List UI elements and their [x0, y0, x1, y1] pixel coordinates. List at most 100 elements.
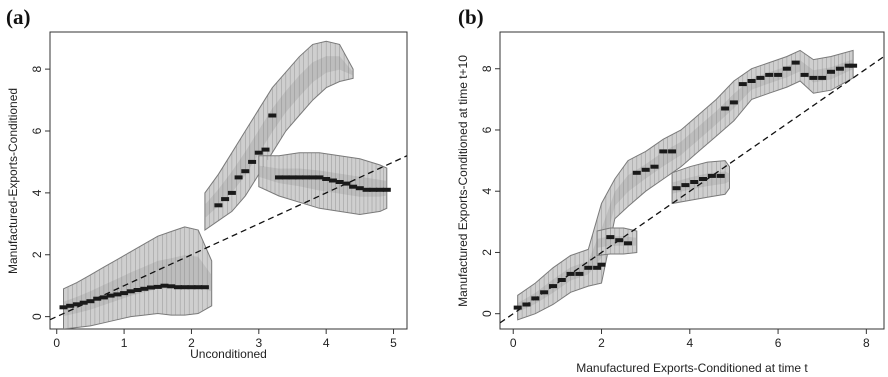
panel-b-x-tick-label: 4 — [686, 336, 693, 350]
panel-b-data-point — [844, 63, 853, 68]
panel-b-data-point — [827, 69, 835, 74]
panel-b-data-point — [716, 173, 725, 178]
panel-b-data-point — [765, 72, 774, 77]
panel-a-data-point — [382, 187, 391, 192]
panel-a-y-tick-label: 6 — [30, 127, 44, 134]
panel-b-data-point — [707, 173, 716, 178]
panel-a-letter: (a) — [6, 5, 31, 29]
panel-b-data-point — [747, 79, 756, 83]
panel-b-data-point — [791, 60, 800, 65]
panel-b-reference-line — [500, 55, 884, 324]
panel-b-y-tick-label: 2 — [480, 249, 494, 256]
panel-b-x-tick-label: 8 — [863, 336, 870, 350]
panel-a-x-tick-label: 1 — [121, 336, 128, 350]
panel-a-data-point — [126, 289, 135, 294]
panel-a-data-point — [302, 175, 310, 180]
panel-a-data-point — [133, 288, 142, 292]
panel-b-data-point — [632, 170, 641, 175]
panel-b-data-point — [566, 271, 575, 276]
panel-b-y-axis-label: Manufactured Exports-Conditioned at time… — [456, 55, 470, 307]
panel-a-data-point — [248, 159, 257, 164]
panel-a-data-point — [194, 285, 203, 290]
panel-a-data-point — [160, 283, 169, 288]
panel-a-data-point — [288, 175, 297, 180]
panel-a-data-point — [79, 300, 88, 305]
panel-a-data-point — [174, 285, 182, 290]
panel-b-data-point — [549, 284, 557, 289]
panel-a-x-tick-label: 0 — [53, 336, 60, 350]
panel-b-data-point — [584, 265, 593, 270]
panel-a-clipped — [50, 40, 407, 329]
panel-a-data-point — [281, 175, 290, 180]
panel-a-y-tick-label: 2 — [30, 251, 44, 258]
panel-a-band-core-2 — [258, 165, 387, 197]
panel-a-data-point — [349, 184, 358, 189]
panel-a-data-point — [322, 177, 331, 181]
panel-b-data-point — [593, 265, 602, 270]
panel-a-data-point — [153, 284, 162, 289]
panel-a-data-point — [275, 175, 283, 180]
panel-b-x-tick-label: 6 — [775, 336, 782, 350]
panel-b-data-point — [540, 290, 549, 295]
panel-a-data-point — [140, 286, 149, 291]
panel-a-data-point — [180, 285, 189, 290]
panel-a-band-core-0 — [63, 255, 212, 317]
panel-a-y-axis-label: Manufactured-Exports-Conditioned — [6, 88, 20, 274]
panel-a-y-tick-label: 0 — [30, 313, 44, 320]
panel-a-data-point — [362, 187, 371, 192]
panel-b-x-tick-label: 0 — [510, 336, 517, 350]
panel-b-data-point — [668, 149, 677, 154]
panel-b-y-tick-label: 6 — [480, 126, 494, 133]
panel-b-data-point — [835, 66, 844, 71]
panel-b-data-point — [738, 82, 747, 87]
panel-a-data-point — [261, 147, 270, 152]
panel-b-data-point — [650, 164, 659, 169]
panel-b-frame — [499, 31, 885, 330]
panel-a-data-point — [66, 303, 75, 308]
panel-a-x-axis-label: Unconditioned — [190, 347, 267, 361]
panel-b-data-point — [659, 149, 668, 154]
panel-a-data-point — [369, 187, 378, 192]
panel-b-data-point — [624, 241, 632, 246]
panel-b-data-point — [681, 183, 690, 188]
panel-b-data-point — [818, 75, 827, 80]
panel-b-plot-area — [500, 49, 884, 324]
panel-b-data-point — [672, 186, 681, 191]
panel-a-data-point — [200, 285, 209, 290]
panel-b-y-tick-label: 4 — [480, 188, 494, 195]
panel-a-data-point — [59, 305, 68, 310]
panel-a-data-point — [328, 178, 337, 183]
panel-b-data-point — [606, 235, 615, 240]
panel-a-data-point — [268, 113, 277, 118]
panel-b-band-hatching — [517, 50, 850, 320]
panel-a-data-point — [295, 175, 304, 180]
panel-b-data-point — [800, 72, 809, 77]
panel-a-reference-line — [50, 155, 407, 321]
panel-a-data-point — [227, 190, 236, 195]
panel-a-data-point — [355, 186, 364, 191]
panel-b-data-point — [615, 238, 624, 243]
panel-a-data-point — [86, 299, 95, 304]
panel-b-data-point — [597, 262, 606, 267]
panel-b: (b) Manufactured Exports-Conditioned at … — [456, 5, 885, 375]
panel-a-data-point — [376, 187, 385, 192]
panel-a-data-point — [221, 197, 230, 202]
panel-b-data-point — [774, 72, 783, 77]
panel-a-plot-area — [50, 40, 407, 329]
panel-a-data-point — [113, 292, 122, 297]
panel-a-x-tick-label: 4 — [323, 336, 330, 350]
panel-a-data-point — [72, 302, 81, 307]
panel-b-data-point — [641, 167, 650, 172]
panel-b-data-point — [729, 100, 738, 105]
panel-b-data-point — [513, 305, 522, 310]
panel-a-data-point — [120, 291, 129, 296]
panel-a-data-point — [106, 293, 115, 298]
panel-b-data-point — [699, 177, 707, 181]
panel-a-data-point — [187, 285, 196, 290]
panel-a-frame — [49, 31, 408, 330]
panel-b-band-2 — [671, 160, 730, 205]
panel-a-data-point — [254, 150, 263, 155]
panel-b-data-point — [849, 63, 858, 68]
panel-b-data-point — [531, 296, 540, 301]
